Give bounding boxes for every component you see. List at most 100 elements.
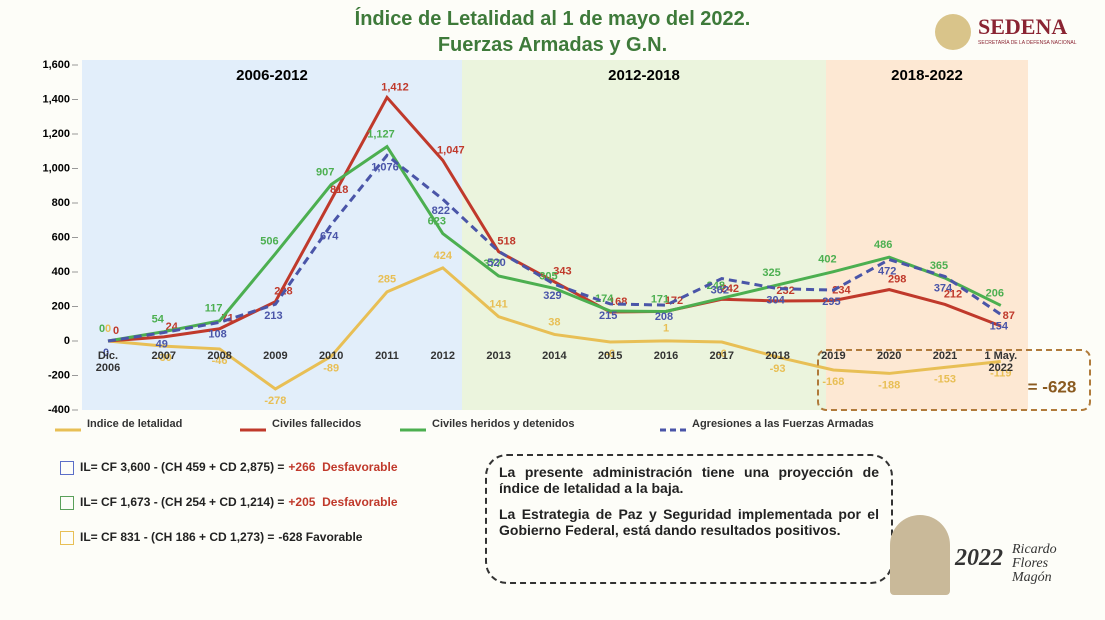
legend-label: Civiles fallecidos bbox=[272, 418, 361, 430]
value-label: 242 bbox=[721, 283, 739, 295]
x-tick-label: 2013 bbox=[486, 350, 511, 362]
value-label: -6 bbox=[717, 348, 727, 360]
value-label: 818 bbox=[330, 184, 348, 196]
formula-row: IL= CF 3,600 - (CH 459 + CD 2,875) = +266… bbox=[60, 460, 398, 475]
legend-label: Agresiones a las Fuerzas Armadas bbox=[692, 418, 874, 430]
value-label: 424 bbox=[434, 250, 453, 262]
value-label: 907 bbox=[316, 166, 334, 178]
formula-icon bbox=[60, 530, 74, 545]
value-label: -46 bbox=[212, 355, 228, 367]
period-band bbox=[462, 60, 826, 410]
y-tick-label: -200 bbox=[48, 369, 70, 381]
legend-label: Civiles heridos y detenidos bbox=[432, 418, 574, 430]
logo-name: SEDENA bbox=[978, 14, 1068, 39]
y-tick-label: 1,000 bbox=[42, 162, 70, 174]
value-label: 486 bbox=[874, 239, 892, 251]
x-tick-label: 2020 bbox=[876, 350, 902, 362]
message: La Estrategia de Paz y Seguridad impleme… bbox=[499, 506, 879, 538]
value-label: -6 bbox=[605, 348, 615, 360]
subtitle: Fuerzas Armadas y G.N. bbox=[437, 34, 668, 56]
value-label: 305 bbox=[539, 270, 557, 282]
title: Índice de Letalidad al 1 de mayo del 202… bbox=[354, 8, 751, 30]
value-label: 1,076 bbox=[371, 161, 399, 173]
badge-year: 2022 bbox=[955, 545, 1003, 571]
value-label: 295 bbox=[822, 296, 840, 308]
value-label: 1,412 bbox=[381, 81, 409, 93]
value-label: 674 bbox=[320, 231, 339, 243]
value-label: 822 bbox=[432, 205, 450, 217]
x-tick-label: Dic. 2006 bbox=[95, 350, 121, 374]
legend-label: Indice de letalidad bbox=[87, 418, 182, 430]
value-label: 402 bbox=[818, 254, 836, 266]
value-label: -119 bbox=[990, 367, 1011, 379]
y-tick-label: 800 bbox=[52, 197, 70, 209]
chart: 2006-2012 2012-2018 2018-2022 -400 -200 0 200 4… bbox=[42, 59, 1091, 432]
formula-result: +266 Desfavorable bbox=[288, 460, 398, 474]
series-line bbox=[107, 266, 1001, 391]
series-line bbox=[107, 94, 1002, 343]
y-tick-label: 200 bbox=[52, 300, 70, 312]
value-label: 206 bbox=[986, 287, 1004, 299]
value-label: -30 bbox=[156, 352, 172, 364]
value-label: 38 bbox=[548, 316, 560, 328]
value-label: 213 bbox=[264, 310, 282, 322]
value-label: 0 bbox=[105, 323, 111, 335]
value-label: 518 bbox=[497, 236, 515, 248]
formula-text: IL= CF 1,673 - (CH 254 + CD 1,214) = bbox=[80, 495, 285, 509]
y-tick-label: 400 bbox=[52, 266, 70, 278]
formula-result: -628 Favorable bbox=[278, 530, 363, 544]
formula-icon bbox=[60, 495, 74, 510]
value-label: 174 bbox=[595, 293, 614, 305]
value-label: 117 bbox=[205, 303, 223, 315]
value-label: 365 bbox=[930, 260, 948, 272]
value-label: 215 bbox=[599, 310, 617, 322]
formula-result: +205 Desfavorable bbox=[288, 495, 398, 509]
annotation-box bbox=[817, 349, 1091, 411]
value-label: 1,047 bbox=[437, 144, 465, 156]
annotation: = -628 bbox=[1028, 377, 1077, 396]
x-tick-label: 2011 bbox=[375, 350, 399, 362]
value-label: 329 bbox=[543, 290, 561, 302]
value-label: 1,127 bbox=[367, 128, 395, 140]
value-label: 54 bbox=[152, 314, 165, 326]
x-tick-label: 2018 bbox=[765, 350, 790, 362]
y-tick-label: 600 bbox=[52, 231, 70, 243]
value-label: 298 bbox=[888, 274, 906, 286]
formula-row: IL= CF 1,673 - (CH 254 + CD 1,214) = +205… bbox=[60, 495, 398, 510]
x-tick-label: 2008 bbox=[207, 350, 232, 362]
value-label: 520 bbox=[487, 257, 505, 269]
logo-emblem bbox=[935, 14, 971, 50]
value-label: 212 bbox=[944, 288, 962, 300]
formula-row: IL= CF 831 - (CH 186 + CD 1,273) = -628 F… bbox=[60, 530, 362, 545]
x-tick-label: 2019 bbox=[821, 350, 846, 362]
period-label: 2018-2022 bbox=[891, 67, 963, 84]
x-tick-label: 2012 bbox=[430, 350, 456, 362]
series-line bbox=[107, 144, 1002, 343]
value-label: 506 bbox=[260, 236, 278, 248]
value-label: -93 bbox=[770, 363, 786, 375]
message-box: La presente administración tiene una pro… bbox=[485, 454, 893, 584]
value-label: 343 bbox=[553, 266, 571, 278]
value-label: 1 bbox=[663, 323, 669, 335]
value-label: 0 bbox=[103, 347, 109, 359]
badge-name: Ricardo Flores Magón bbox=[1012, 542, 1057, 585]
x-tick-label: 2014 bbox=[542, 350, 567, 362]
formula-text: IL= CF 831 - (CH 186 + CD 1,273) = bbox=[80, 530, 275, 544]
value-label: 0 bbox=[113, 325, 119, 337]
value-label: 472 bbox=[878, 265, 896, 277]
period-label: 2006-2012 bbox=[236, 67, 308, 84]
value-label: -168 bbox=[822, 376, 844, 388]
portrait bbox=[890, 515, 950, 595]
value-label: 0 bbox=[99, 323, 105, 335]
period-label: 2012-2018 bbox=[608, 67, 680, 84]
y-tick-label: 1,200 bbox=[42, 128, 70, 140]
value-label: 87 bbox=[1003, 310, 1015, 322]
x-tick-label: 2016 bbox=[653, 350, 679, 362]
y-tick-label: 1,600 bbox=[42, 59, 70, 71]
y-tick-label: 1,400 bbox=[42, 93, 70, 105]
x-tick-label: 2015 bbox=[597, 350, 623, 362]
period-band bbox=[826, 60, 1028, 410]
value-label: 171 bbox=[651, 293, 669, 305]
y-tick-label: 0 bbox=[64, 335, 70, 347]
